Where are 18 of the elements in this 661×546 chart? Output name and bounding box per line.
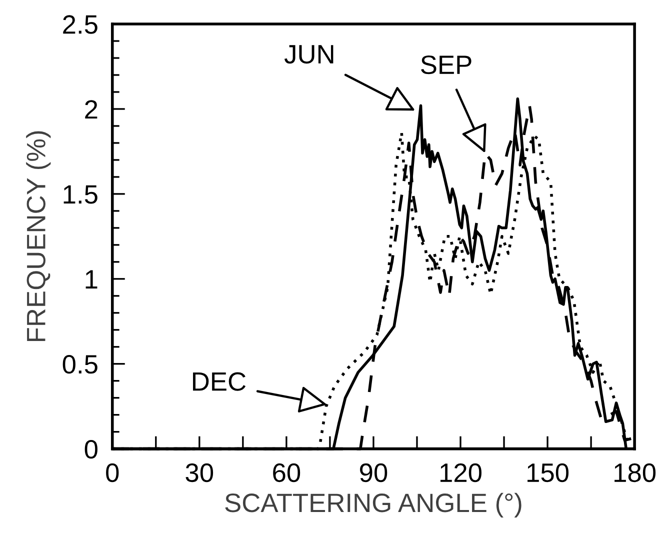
x-tick-label: 30	[186, 463, 214, 482]
y-axis-title: FREQUENCY (%)	[26, 131, 51, 342]
y-tick-label: 2	[85, 100, 98, 119]
x-tick-label: 120	[440, 463, 482, 482]
x-tick-label: 60	[273, 463, 300, 482]
x-tick-label: 180	[614, 463, 656, 482]
annotation: SEP	[421, 55, 472, 74]
x-tick-label: 150	[528, 463, 569, 482]
annotation: JUN	[284, 45, 334, 64]
y-tick-label: 2.5	[63, 15, 98, 34]
y-tick-label: 0.5	[62, 354, 98, 374]
y-tick-label: 1.5	[64, 185, 98, 204]
x-tick-label: 90	[360, 463, 388, 482]
x-axis-title: SCATTERING ANGLE (°)	[225, 492, 522, 518]
x-tick-label: 0	[106, 463, 119, 482]
y-tick-label: 1	[86, 270, 98, 288]
y-tick-label: 0	[84, 440, 98, 459]
annotation: DEC	[193, 372, 246, 391]
